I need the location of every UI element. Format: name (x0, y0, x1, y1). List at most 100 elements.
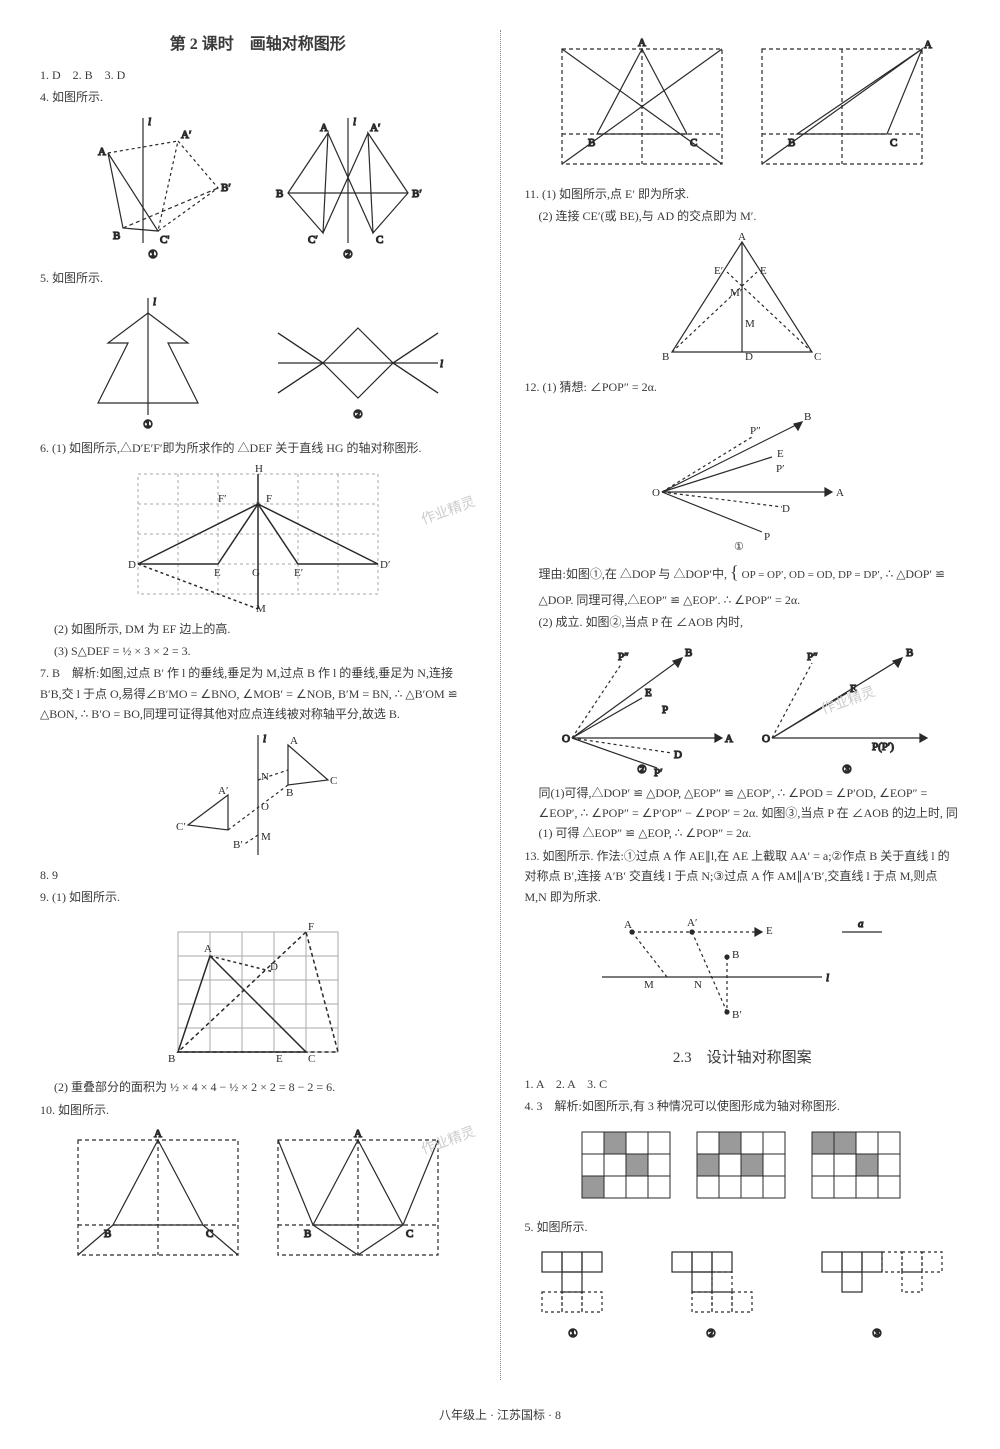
svg-text:A: A (154, 1128, 162, 1140)
svg-text:A′: A′ (370, 122, 380, 134)
q8-text: 8. 9 (40, 865, 476, 885)
svg-text:P″: P″ (618, 651, 629, 663)
svg-text:①: ① (734, 541, 744, 552)
svg-text:P: P (764, 531, 770, 543)
svg-text:C′: C′ (176, 821, 186, 833)
figure-13: l a A A′ E B (525, 912, 961, 1032)
q9a-text: 9. (1) 如图所示. (40, 887, 476, 907)
svg-text:B: B (168, 1053, 175, 1065)
q9b-text: (2) 重叠部分的面积为 ½ × 4 × 4 − ½ × 2 × 2 = 8 −… (40, 1077, 476, 1097)
svg-text:P″: P″ (750, 425, 761, 437)
svg-text:B: B (286, 787, 293, 799)
svg-text:l: l (353, 116, 356, 128)
figure-4: l A A′ B B′ C' ① l (40, 113, 476, 263)
lesson-title: 第 2 课时 画轴对称图形 (40, 30, 476, 54)
figure-6: H F′ F D E G E′ D′ M (40, 464, 476, 614)
svg-text:P(P′): P(P′) (872, 741, 894, 753)
svg-text:M′: M′ (730, 287, 742, 299)
svg-text:B: B (113, 230, 120, 242)
svg-text:②: ② (343, 249, 353, 261)
svg-text:P: P (662, 704, 668, 716)
svg-text:B′: B′ (233, 839, 243, 851)
svg-text:M: M (644, 979, 654, 991)
svg-text:O: O (762, 733, 770, 745)
svg-text:E: E (850, 683, 857, 695)
svg-text:F: F (266, 493, 272, 505)
svg-text:l: l (153, 296, 156, 308)
q6-text-c: (3) S△DEF = ½ × 3 × 2 = 3. (40, 641, 476, 661)
svg-text:A: A (98, 146, 106, 158)
svg-text:A: A (320, 122, 328, 134)
svg-text:C: C (206, 1228, 213, 1240)
q11b-text: (2) 连接 CE′(或 BE),与 AD 的交点即为 M′. (525, 206, 961, 226)
svg-text:A: A (290, 735, 298, 747)
q4-text: 4. 如图所示. (40, 87, 476, 107)
svg-text:B: B (588, 137, 595, 149)
section-2-3-title: 2.3 设计轴对称图案 (525, 1046, 961, 1067)
s23-q1: 1. A 2. A 3. C (525, 1074, 961, 1094)
svg-text:A′: A′ (181, 129, 191, 141)
q12b: 理由:如图①,在 △DOP 与 △DOP′中, { OP = OP′, OD =… (525, 557, 961, 588)
svg-text:②: ② (637, 764, 647, 776)
svg-text:E: E (276, 1053, 283, 1065)
svg-text:A: A (738, 232, 746, 243)
svg-text:C: C (308, 1053, 315, 1065)
svg-text:O: O (261, 801, 269, 813)
figure-10-right: A B C A B C (525, 34, 961, 179)
svg-text:E: E (645, 687, 652, 699)
svg-text:A: A (725, 733, 733, 745)
svg-text:E: E (777, 448, 784, 460)
svg-text:B: B (732, 949, 739, 961)
svg-text:B: B (685, 647, 692, 659)
left-column: 第 2 课时 画轴对称图形 1. D 2. B 3. D 4. 如图所示. l … (40, 30, 476, 1380)
q6-text-b: (2) 如图所示, DM 为 EF 边上的高. (40, 619, 476, 639)
q10-text: 10. 如图所示. (40, 1100, 476, 1120)
figure-5: l ① l ② (40, 293, 476, 433)
q12d-text: (2) 成立. 如图②,当点 P 在 ∠AOB 内时, (525, 612, 961, 632)
s23-q5: 5. 如图所示. (525, 1217, 961, 1237)
right-column: A B C A B C 11. (1) (525, 30, 961, 1380)
svg-text:①: ① (568, 1328, 578, 1340)
figure-7: l A C B A′ C′ B′ N O M (40, 730, 476, 860)
svg-text:C: C (376, 234, 383, 246)
svg-text:B: B (788, 137, 795, 149)
q12c-text: △DOP. 同理可得,△EOP″ ≌ △EOP′. ∴ ∠POP″ = 2α. (525, 590, 961, 610)
svg-text:③: ③ (842, 764, 852, 776)
svg-text:B: B (906, 647, 913, 659)
svg-text:A′: A′ (218, 785, 228, 797)
q5-text: 5. 如图所示. (40, 268, 476, 288)
svg-text:B: B (304, 1228, 311, 1240)
svg-text:A: A (204, 943, 212, 955)
svg-text:B: B (804, 411, 811, 423)
svg-text:C′: C′ (308, 234, 318, 246)
svg-text:H: H (255, 464, 263, 475)
svg-text:B′: B′ (412, 188, 422, 200)
figure-9: A F B E C D (40, 912, 476, 1072)
svg-text:③: ③ (872, 1328, 882, 1340)
svg-text:B: B (276, 188, 283, 200)
page-footer: 八年级上 · 江苏国标 · 8 (0, 1400, 1000, 1423)
figure-s23-5: ① ② ③ (525, 1242, 961, 1352)
q6-text-a: 6. (1) 如图所示,△D′E′F′即为所求作的 △DEF 关于直线 HG 的… (40, 438, 476, 458)
svg-text:A: A (836, 487, 844, 499)
svg-text:N: N (261, 771, 269, 783)
svg-text:①: ① (148, 249, 158, 261)
svg-text:E′: E′ (714, 265, 723, 277)
figure-10-left: A B C A B C (40, 1125, 476, 1270)
svg-text:F: F (308, 921, 314, 933)
svg-text:B: B (104, 1228, 111, 1240)
svg-text:P″: P″ (807, 651, 818, 663)
q11a-text: 11. (1) 如图所示,点 E′ 即为所求. (525, 184, 961, 204)
svg-text:l: l (440, 358, 443, 370)
q1-answers: 1. D 2. B 3. D (40, 65, 476, 85)
svg-text:C: C (406, 1228, 413, 1240)
svg-text:D: D (128, 559, 136, 571)
q12a-text: 12. (1) 猜想: ∠POP″ = 2α. (525, 377, 961, 397)
svg-text:C: C (330, 775, 337, 787)
svg-text:E: E (760, 265, 767, 277)
svg-text:M: M (256, 603, 266, 614)
column-divider (500, 30, 501, 1380)
svg-text:a: a (858, 918, 864, 930)
svg-text:M: M (261, 831, 271, 843)
svg-text:N: N (694, 979, 702, 991)
